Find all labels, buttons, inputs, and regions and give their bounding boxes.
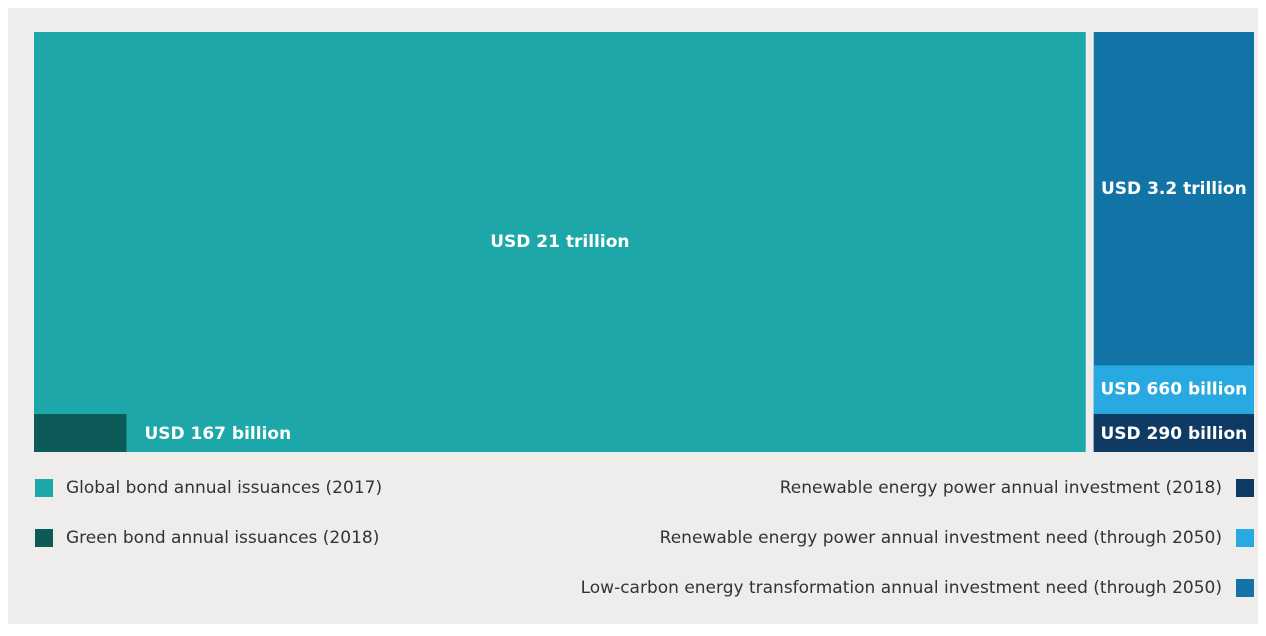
legend-label: Low-carbon energy transformation annual … <box>581 578 1222 598</box>
legend-label: Green bond annual issuances (2018) <box>66 528 379 548</box>
legend-swatch <box>35 529 53 547</box>
value-label: USD 21 trillion <box>490 232 629 252</box>
legend-swatch <box>1236 529 1254 547</box>
value-label: USD 660 billion <box>1100 380 1247 400</box>
value-label: USD 3.2 trillion <box>1101 179 1247 199</box>
legend-swatch <box>1236 579 1254 597</box>
legend-label: Renewable energy power annual investment… <box>780 478 1222 498</box>
legend-swatch <box>35 479 53 497</box>
tile <box>1093 413 1254 452</box>
tile <box>34 32 1086 452</box>
legend-label: Renewable energy power annual investment… <box>660 528 1222 548</box>
legend-label: Global bond annual issuances (2017) <box>66 478 382 498</box>
value-label: USD 167 billion <box>144 424 291 444</box>
value-label: USD 290 billion <box>1100 424 1247 444</box>
legend-swatch <box>1236 479 1254 497</box>
tile <box>34 414 127 452</box>
